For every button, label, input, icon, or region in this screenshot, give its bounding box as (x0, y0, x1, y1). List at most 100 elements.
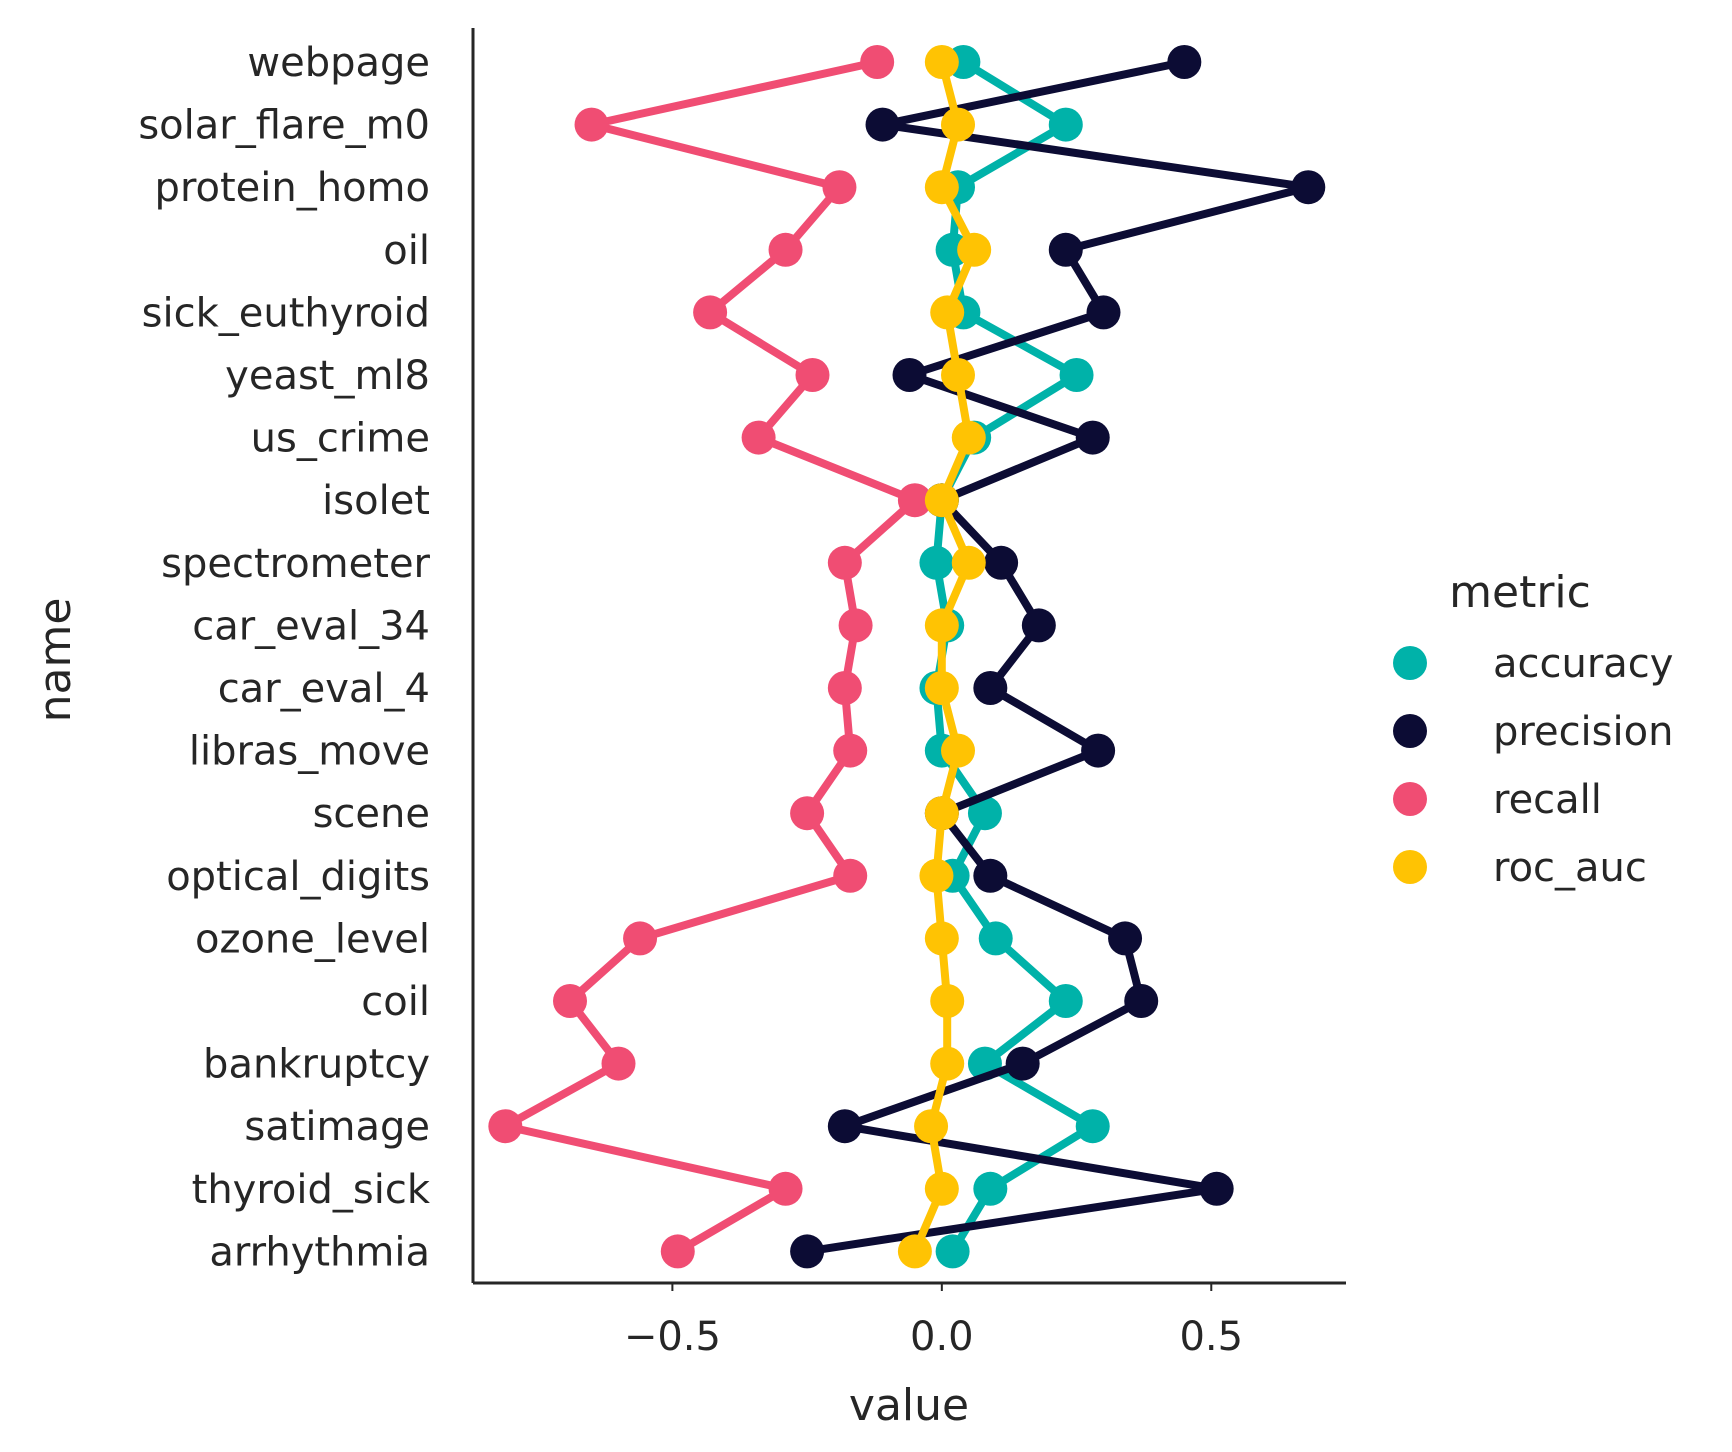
data-point (984, 545, 1019, 580)
data-point (1291, 170, 1326, 205)
data-point (1075, 1109, 1110, 1144)
y-tick-label: spectrometer (161, 541, 430, 587)
data-point (1059, 358, 1094, 392)
data-point (1081, 733, 1116, 768)
y-tick-label: coil (361, 979, 430, 1025)
data-point (838, 608, 873, 643)
data-point (951, 545, 986, 580)
data-point (1021, 608, 1056, 643)
data-point (827, 1109, 862, 1144)
data-point (897, 483, 932, 518)
data-point (1086, 295, 1121, 330)
legend-title: metric (1449, 567, 1591, 618)
data-point (924, 921, 959, 956)
data-point (795, 358, 830, 392)
data-point (1075, 420, 1110, 455)
legend-marker (1393, 850, 1427, 884)
y-tick-label: us_crime (251, 416, 430, 462)
y-tick-label: protein_homo (155, 165, 430, 211)
data-point (833, 858, 868, 893)
legend-label: roc_auc (1493, 845, 1647, 891)
legend-marker (1393, 714, 1427, 748)
data-point (865, 107, 900, 142)
y-tick-label: scene (313, 791, 430, 837)
data-point (924, 608, 959, 643)
data-point (768, 232, 803, 267)
data-point (660, 1234, 695, 1269)
data-point (601, 1046, 636, 1081)
legend-label: recall (1493, 777, 1602, 823)
data-point (973, 858, 1008, 893)
data-point (919, 545, 954, 580)
data-point (1167, 45, 1202, 79)
y-tick-label: optical_digits (166, 854, 430, 900)
data-point (1108, 921, 1143, 956)
y-axis-title: name (30, 598, 81, 723)
data-point (924, 796, 959, 831)
data-point (924, 45, 959, 79)
y-tick-label: arrhythmia (209, 1229, 430, 1275)
y-tick-label: car_eval_34 (192, 603, 430, 649)
y-tick-label: isolet (322, 478, 430, 524)
y-tick-label: ozone_level (195, 916, 430, 962)
data-point (1048, 232, 1083, 267)
x-tick-label: −0.5 (624, 1314, 721, 1360)
series-line (501, 58, 919, 1256)
data-point (1199, 1171, 1234, 1206)
plot-area (488, 45, 1326, 1269)
data-point (924, 170, 959, 205)
data-point (892, 358, 927, 392)
data-point (897, 1234, 932, 1269)
data-point (488, 1109, 523, 1144)
y-tick-label: solar_flare_m0 (138, 103, 430, 149)
x-tick-label: 0.5 (1179, 1314, 1243, 1360)
data-point (924, 671, 959, 705)
series-precision (790, 45, 1326, 1269)
axes: value name webpage solar_flare_m0 protein_… (30, 28, 1346, 1431)
data-point (768, 1171, 803, 1206)
data-point (973, 1171, 1008, 1206)
data-point (951, 420, 986, 455)
y-tick-label: satimage (244, 1104, 430, 1150)
data-point (822, 170, 857, 205)
data-point (1048, 107, 1083, 142)
data-point (941, 107, 975, 142)
data-point (914, 1109, 949, 1144)
data-point (1124, 984, 1159, 1018)
y-tick-label: bankruptcy (203, 1042, 430, 1088)
data-point (930, 295, 965, 330)
data-point (924, 1171, 959, 1206)
data-point (693, 295, 728, 330)
data-point (741, 420, 776, 455)
data-point (978, 921, 1013, 956)
data-point (957, 232, 992, 267)
data-point (967, 796, 1002, 831)
series-recall (488, 45, 932, 1269)
data-point (935, 1234, 970, 1269)
data-point (919, 858, 954, 893)
data-point (623, 921, 658, 956)
x-tick-label: 0.0 (910, 1314, 974, 1360)
data-point (941, 733, 975, 768)
y-tick-label: webpage (247, 40, 430, 86)
series-roc_auc (897, 45, 992, 1269)
data-point (973, 671, 1008, 705)
y-tick-label: sick_euthyroid (142, 290, 430, 336)
y-tick-label: libras_move (189, 729, 430, 775)
legend-marker (1393, 782, 1427, 816)
y-tick-label: yeast_ml8 (225, 353, 430, 399)
y-tick-label: oil (383, 228, 430, 274)
data-point (930, 1046, 965, 1081)
data-point (941, 358, 975, 392)
data-point (1005, 1046, 1040, 1081)
legend: metric accuracy precision recall roc_auc (1393, 567, 1673, 891)
data-point (860, 45, 895, 79)
y-tick-label: car_eval_4 (218, 666, 430, 712)
data-point (553, 984, 587, 1018)
legend-label: precision (1493, 709, 1673, 755)
x-axis-title: value (849, 1380, 969, 1431)
data-point (827, 671, 862, 705)
data-point (827, 545, 862, 580)
data-point (790, 1234, 825, 1269)
